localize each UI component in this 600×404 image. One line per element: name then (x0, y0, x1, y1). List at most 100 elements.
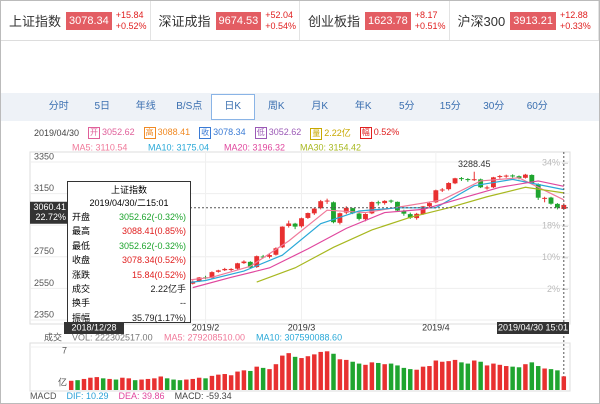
volume-bar (126, 378, 132, 390)
volume-bar (369, 362, 375, 390)
candle-body (279, 226, 285, 248)
y-tick-label: 2350 (34, 309, 54, 319)
candle-body (222, 268, 228, 271)
volume-bar (388, 363, 394, 390)
macd-bar: MACD DIF: 10.29 DEA: 39.86 MACD: -59.34 (30, 391, 232, 401)
volume-bar (68, 380, 74, 390)
volume-bar (337, 359, 343, 390)
period-tab[interactable]: 周K (267, 101, 285, 112)
volume-bar (164, 378, 170, 390)
x-tick-label: 2019/3 (288, 322, 316, 332)
volume-bar (440, 361, 445, 390)
info-key: 量 (310, 128, 323, 140)
volume-bar (510, 366, 515, 390)
period-tab[interactable]: 15分 (439, 101, 461, 112)
tooltip-row: 最高 3088.41(0.85%) (72, 224, 186, 238)
index-name: 深证成指 (158, 14, 211, 29)
volume-legend: MA10: 307590088.60 (256, 332, 342, 342)
volume-bar (548, 369, 554, 390)
candle-body (292, 223, 298, 227)
volume-bar (280, 355, 285, 390)
candle-body (522, 174, 528, 178)
index-item[interactable]: 创业板指 1623.78 +8.17 +0.51% (300, 1, 450, 40)
y-tick-label: 3150 (34, 183, 54, 193)
tooltip-key: 涨跌 (72, 269, 91, 280)
period-tab[interactable]: B/S点 (176, 101, 203, 112)
candle-body (299, 218, 304, 227)
volume-bar (286, 353, 291, 390)
volume-bar (88, 377, 93, 390)
tooltip-key: 开盘 (72, 212, 91, 222)
ma-line (128, 178, 564, 296)
volume-frame (29, 342, 571, 392)
candle-body (388, 200, 394, 202)
volume-bar (222, 374, 227, 390)
volume-bar (216, 374, 221, 390)
volume-bar (516, 367, 522, 390)
candle-body (407, 214, 413, 218)
volume-bar (184, 379, 189, 390)
period-tab[interactable]: 60分 (526, 101, 548, 112)
volume-bar (318, 351, 323, 390)
candle-body (305, 213, 311, 218)
volume-bar (171, 379, 176, 390)
candle-body (452, 178, 458, 184)
info-key: 开 (88, 127, 101, 139)
volume-bar (350, 361, 355, 390)
volume-bar (363, 364, 368, 390)
index-change: +8.17 +0.51% (415, 10, 446, 32)
tooltip-row: 振幅 35.79(1.17%) (72, 311, 186, 325)
candle-body (331, 202, 336, 223)
index-name: 创业板指 (308, 14, 361, 29)
volume-bar (139, 379, 144, 390)
x-start-box (64, 322, 124, 334)
period-tab[interactable]: 5分 (398, 101, 415, 112)
candle-body (209, 272, 215, 278)
index-price: 3078.34 (66, 11, 112, 30)
legend-entry: MA30: 3154.42 (300, 142, 361, 152)
info-item: 低 3052.62 (254, 127, 301, 139)
info-item: 开 3052.62 (88, 127, 135, 139)
candle-body (497, 176, 503, 178)
candle-body (241, 261, 247, 264)
volume-bar (196, 377, 202, 390)
tooltip-row: 换手 -- (72, 296, 186, 310)
period-tab[interactable]: 分时 (48, 101, 69, 112)
index-change-pct: +0.33% (559, 20, 591, 31)
period-tab[interactable]: 年K (354, 101, 372, 112)
candle-body (465, 179, 471, 181)
candle-body (363, 213, 368, 220)
period-tab[interactable]: 年线 (135, 101, 156, 112)
candle-body (510, 175, 516, 177)
y-tick-label: 2550 (34, 278, 54, 288)
index-change: +12.88 +0.33% (560, 10, 591, 32)
index-item[interactable]: 沪深300 3913.21 +12.88 +0.33% (450, 1, 599, 40)
volume-bar (459, 362, 464, 390)
volume-bar (561, 376, 567, 390)
tooltip-key: 最低 (72, 240, 91, 251)
period-tab[interactable]: 月K (311, 101, 329, 112)
info-value: 3088.41 (157, 127, 191, 137)
volume-bar (75, 380, 80, 390)
tooltip-value: 3052.62(-0.32%) (118, 240, 186, 251)
period-tab[interactable]: 30分 (483, 101, 505, 112)
period-tab[interactable]: 5日 (94, 101, 111, 112)
candle-body (554, 203, 560, 208)
tooltip-key: 振幅 (72, 312, 91, 323)
tooltip-value: 3052.62(-0.32%) (118, 212, 186, 222)
period-tab[interactable]: 日K (211, 94, 255, 120)
y-tick-label: 2750 (34, 246, 54, 256)
ma-line (256, 186, 564, 283)
candle-body (542, 197, 548, 199)
y2-tick-label: 10% (542, 252, 560, 262)
info-key: 幅 (359, 127, 372, 139)
volume-bar (523, 364, 528, 390)
tooltip-time: 2019/04/30/二15:01 (89, 198, 169, 208)
info-item: 幅 0.52% (359, 127, 399, 139)
index-item[interactable]: 上证指数 3078.34 +15.84 +0.52% (1, 1, 151, 40)
volume-bar (491, 363, 496, 390)
index-change-pct: +0.52% (115, 20, 147, 31)
volume-bar (152, 378, 157, 390)
index-item[interactable]: 深证成指 9674.53 +52.04 +0.54% (151, 1, 300, 40)
volume-tick-label: 7 (62, 345, 67, 355)
